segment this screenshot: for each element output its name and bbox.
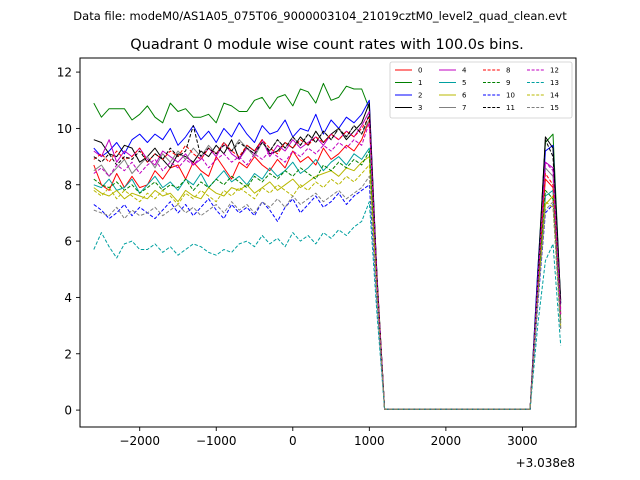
legend-label-7: 7 <box>462 104 466 112</box>
legend-label-4: 4 <box>462 67 467 75</box>
series-line-5 <box>93 147 562 410</box>
legend-box <box>389 61 573 119</box>
y-tick-label: 10 <box>57 122 72 136</box>
series-line-6 <box>93 156 562 410</box>
series-line-9 <box>93 150 562 410</box>
legend-label-0: 0 <box>418 67 422 75</box>
series-line-7 <box>93 119 562 410</box>
legend-label-10: 10 <box>506 92 515 100</box>
series-line-1 <box>93 82 562 410</box>
series-line-2 <box>93 99 562 410</box>
series-line-14 <box>93 164 562 410</box>
legend-label-14: 14 <box>550 92 559 100</box>
legend-label-12: 12 <box>550 67 559 75</box>
series-line-3 <box>93 102 562 410</box>
legend-label-13: 13 <box>550 79 559 87</box>
legend-label-5: 5 <box>462 79 466 87</box>
axes-frame <box>79 57 577 428</box>
chart-title: Quadrant 0 module wise count rates with … <box>130 37 524 53</box>
legend-label-9: 9 <box>506 79 510 87</box>
plot-area <box>93 82 562 410</box>
x-tick-label: 1000 <box>354 434 385 448</box>
x-tick-label: −1000 <box>196 434 237 448</box>
legend-label-6: 6 <box>462 92 467 100</box>
x-tick-label: 2000 <box>431 434 462 448</box>
x-tick-label: −2000 <box>119 434 160 448</box>
y-tick-label: 6 <box>64 235 72 249</box>
legend-label-15: 15 <box>550 104 559 112</box>
series-line-0 <box>93 119 562 410</box>
legend-label-8: 8 <box>506 67 510 75</box>
legend-label-3: 3 <box>418 104 422 112</box>
x-tick-label: 0 <box>289 434 297 448</box>
x-offset-label: +3.038e8 <box>516 456 575 470</box>
y-tick-label: 0 <box>64 404 72 418</box>
legend-label-2: 2 <box>418 92 422 100</box>
y-tick-label: 12 <box>57 66 72 80</box>
series-line-10 <box>93 184 562 410</box>
y-tick-label: 8 <box>64 178 72 192</box>
legend-label-11: 11 <box>506 104 515 112</box>
x-tick-label: 3000 <box>507 434 538 448</box>
series-line-4 <box>93 111 562 410</box>
series-lines <box>93 82 562 410</box>
legend-label-1: 1 <box>418 79 422 87</box>
y-tick-label: 2 <box>64 347 72 361</box>
series-line-11 <box>93 113 562 410</box>
y-tick-label: 4 <box>64 291 72 305</box>
chart-suptitle: Data file: modeM0/AS1A05_075T06_90000031… <box>73 9 567 23</box>
series-line-13 <box>93 201 562 410</box>
series-line-15 <box>93 175 562 410</box>
